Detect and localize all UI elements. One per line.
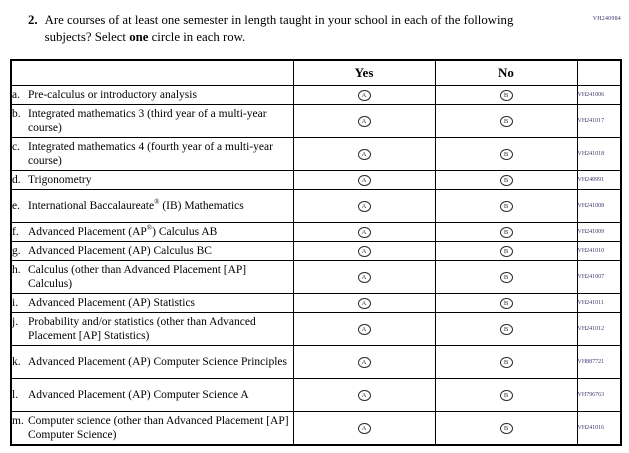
- row-label: Probability and/or statistics (other tha…: [28, 315, 256, 342]
- row-label: Calculus (other than Advanced Placement …: [28, 263, 247, 290]
- yes-radio-bubble[interactable]: A: [357, 200, 371, 212]
- row-letter: c.: [12, 140, 20, 153]
- no-radio-bubble[interactable]: B: [499, 226, 513, 238]
- row-label: Advanced Placement (AP) Computer Science…: [28, 355, 287, 368]
- item-code: VH241007: [576, 259, 622, 294]
- row-letter: i.: [12, 296, 19, 309]
- row-label: Computer science (other than Advanced Pl…: [28, 414, 289, 441]
- row-letter: k.: [12, 355, 21, 368]
- no-radio-bubble[interactable]: B: [499, 245, 513, 257]
- item-code: VH241016: [576, 410, 622, 446]
- row-label: Integrated mathematics 3 (third year of …: [28, 107, 267, 134]
- row-letter: a.: [12, 88, 20, 101]
- table-row: e. International Baccalaureate® (IB) Math…: [10, 188, 622, 223]
- table-row: d. Trigonometry A B VH240991: [10, 169, 622, 190]
- row-label: Integrated mathematics 4 (fourth year of…: [28, 140, 273, 167]
- row-label: Pre-calculus or introductory analysis: [28, 88, 197, 101]
- item-code: VH796763: [576, 377, 622, 412]
- header-no: No: [434, 59, 578, 86]
- row-letter: d.: [12, 173, 21, 186]
- table-row: g. Advanced Placement (AP) Calculus BC A …: [10, 240, 622, 261]
- table-row: k. Advanced Placement (AP) Computer Scien…: [10, 344, 622, 379]
- item-code: VH241010: [576, 240, 622, 261]
- item-code: VH241011: [576, 292, 622, 313]
- table-row: l. Advanced Placement (AP) Computer Scien…: [10, 377, 622, 412]
- no-radio-bubble[interactable]: B: [499, 389, 513, 401]
- yes-radio-bubble[interactable]: A: [357, 422, 371, 434]
- item-code: VH241006: [576, 84, 622, 105]
- no-radio-bubble[interactable]: B: [499, 271, 513, 283]
- yes-radio-bubble[interactable]: A: [357, 174, 371, 186]
- row-letter: h.: [12, 263, 21, 276]
- no-radio-bubble[interactable]: B: [499, 297, 513, 309]
- table-row: j. Probability and/or statistics (other t…: [10, 311, 622, 346]
- header-yes: Yes: [292, 59, 436, 86]
- no-radio-bubble[interactable]: B: [499, 323, 513, 335]
- item-code: VH241009: [576, 221, 622, 242]
- table-row: a. Pre-calculus or introductory analysis …: [10, 84, 622, 105]
- table-row: b. Integrated mathematics 3 (third year o…: [10, 103, 622, 138]
- yes-radio-bubble[interactable]: A: [357, 297, 371, 309]
- question-text-bold: one: [129, 29, 149, 44]
- item-code: VH241017: [576, 103, 622, 138]
- no-radio-bubble[interactable]: B: [499, 356, 513, 368]
- row-label: Advanced Placement (AP) Calculus BC: [28, 244, 212, 257]
- table-row: h. Calculus (other than Advanced Placemen…: [10, 259, 622, 294]
- row-label: International Baccalaureate® (IB) Mathem…: [28, 197, 244, 212]
- row-label: Advanced Placement (AP) Computer Science…: [28, 388, 249, 401]
- table-row: f. Advanced Placement (AP®) Calculus AB A…: [10, 221, 622, 242]
- item-code: VH241008: [576, 188, 622, 223]
- no-radio-bubble[interactable]: B: [499, 422, 513, 434]
- row-letter: b.: [12, 107, 21, 120]
- row-letter: m.: [12, 414, 24, 427]
- row-letter: g.: [12, 244, 21, 257]
- question-text: Are courses of at least one semester in …: [45, 12, 544, 46]
- no-radio-bubble[interactable]: B: [499, 174, 513, 186]
- yes-radio-bubble[interactable]: A: [357, 89, 371, 101]
- yes-radio-bubble[interactable]: A: [357, 271, 371, 283]
- header-code-col: [576, 59, 622, 86]
- item-code: VH241018: [576, 136, 622, 171]
- item-code: VH240991: [576, 169, 622, 190]
- item-code: VH241012: [576, 311, 622, 346]
- no-radio-bubble[interactable]: B: [499, 200, 513, 212]
- question-text-part2: circle in each row.: [148, 29, 246, 44]
- yes-radio-bubble[interactable]: A: [357, 115, 371, 127]
- question-number: 2.: [28, 13, 38, 27]
- courses-table: Yes No a. Pre-calculus or introductory an…: [10, 58, 622, 446]
- form-id-code: VH240984: [592, 16, 621, 22]
- row-label: Advanced Placement (AP®) Calculus AB: [28, 223, 218, 238]
- row-letter: l.: [12, 388, 19, 401]
- no-radio-bubble[interactable]: B: [499, 89, 513, 101]
- yes-radio-bubble[interactable]: A: [357, 148, 371, 160]
- yes-radio-bubble[interactable]: A: [357, 245, 371, 257]
- yes-radio-bubble[interactable]: A: [357, 356, 371, 368]
- table-row: m. Computer science (other than Advanced …: [10, 410, 622, 446]
- item-code: VH887721: [576, 344, 622, 379]
- row-label: Advanced Placement (AP) Statistics: [28, 296, 196, 309]
- row-letter: e.: [12, 199, 20, 212]
- no-radio-bubble[interactable]: B: [499, 115, 513, 127]
- row-letter: f.: [12, 225, 19, 238]
- question-block: 2. Are courses of at least one semester …: [28, 12, 544, 46]
- no-radio-bubble[interactable]: B: [499, 148, 513, 160]
- question-text-part1: Are courses of at least one semester in …: [44, 13, 514, 44]
- row-letter: j.: [12, 315, 19, 328]
- row-label: Trigonometry: [28, 173, 92, 186]
- yes-radio-bubble[interactable]: A: [357, 389, 371, 401]
- header-row: Yes No: [10, 59, 622, 86]
- table-row: i. Advanced Placement (AP) Statistics A B…: [10, 292, 622, 313]
- table-row: c. Integrated mathematics 4 (fourth year …: [10, 136, 622, 171]
- yes-radio-bubble[interactable]: A: [357, 226, 371, 238]
- header-label-col: [10, 59, 294, 86]
- yes-radio-bubble[interactable]: A: [357, 323, 371, 335]
